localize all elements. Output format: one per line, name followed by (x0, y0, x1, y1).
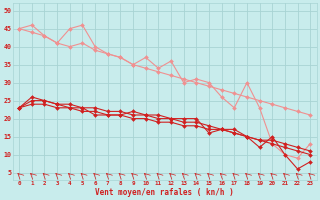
X-axis label: Vent moyen/en rafales ( kn/h ): Vent moyen/en rafales ( kn/h ) (95, 188, 234, 197)
